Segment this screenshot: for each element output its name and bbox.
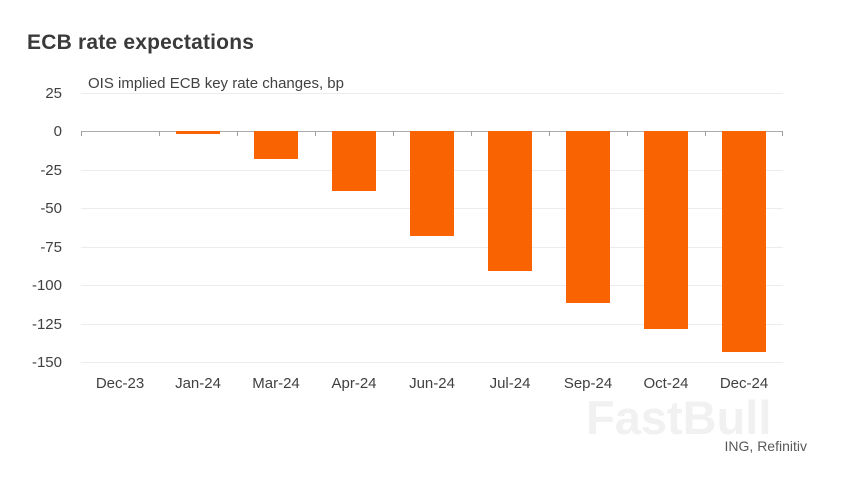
y-tick-label: 25 (45, 85, 62, 102)
axis-tick (627, 131, 628, 137)
y-tick-label: -25 (40, 161, 62, 179)
x-tick-label: Apr-24 (331, 375, 377, 392)
bar-Dec-24 (722, 131, 766, 352)
axis-tick (393, 131, 394, 137)
gridline (81, 246, 783, 248)
axis-tick (782, 131, 783, 137)
bar-Apr-24 (332, 131, 376, 191)
x-tick-label: Oct-24 (643, 375, 689, 392)
y-tick-label: -75 (40, 238, 62, 256)
x-tick-label: Mar-24 (252, 375, 300, 392)
x-tick-label: Jun-24 (409, 375, 455, 392)
axis-tick (315, 131, 316, 137)
axis-tick (81, 131, 82, 137)
gridline (81, 93, 783, 94)
y-tick-label: 0 (53, 123, 62, 141)
chart-title: ECB rate expectations (27, 31, 255, 54)
y-axis: 25 0 -25 -50 -75 -100 -125 -150 (0, 85, 64, 371)
watermark: FastBull (586, 391, 772, 444)
bar-Jan-24 (176, 131, 220, 134)
axis-tick (159, 131, 160, 137)
x-tick-label: Sep-24 (563, 375, 613, 392)
axis-tick (237, 131, 238, 137)
axis-tick (549, 131, 550, 137)
y-tick-label: -50 (40, 200, 62, 218)
bar-Jun-24 (410, 131, 454, 236)
bar-Mar-24 (254, 131, 298, 159)
bar-Jul-24 (488, 131, 532, 271)
gridline (81, 362, 783, 363)
bar-Oct-24 (644, 131, 688, 329)
gridline (81, 323, 783, 325)
chart-subtitle: OIS implied ECB key rate changes, bp (88, 75, 344, 92)
x-tick-label: Jan-24 (175, 375, 221, 392)
axis-tick (471, 131, 472, 137)
x-tick-label: Dec-23 (95, 375, 145, 392)
x-axis: Dec-23 Jan-24 Mar-24 Apr-24 Jun-24 Jul-24 Sep-… (81, 362, 783, 394)
bar-Sep-24 (566, 131, 610, 303)
axis-tick (705, 131, 706, 137)
source-attribution: ING, Refinitiv (724, 438, 807, 454)
gridline (81, 285, 783, 287)
x-tick-label: Jul-24 (489, 375, 531, 392)
x-tick-label: Dec-24 (719, 375, 769, 392)
y-tick-label: -125 (31, 315, 62, 333)
y-tick-label: -100 (31, 277, 62, 295)
plot-area (81, 93, 783, 363)
y-tick-label: -150 (31, 354, 62, 371)
